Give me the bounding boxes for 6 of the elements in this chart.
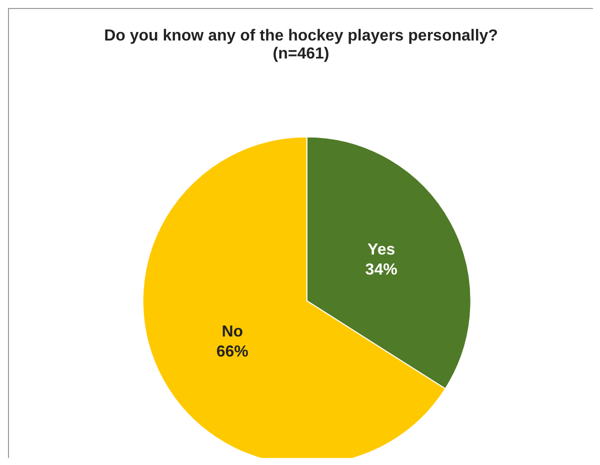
data-label: 66% [216,343,248,360]
slice-label: No [222,323,244,340]
slice-label: Yes [368,241,396,258]
data-label: 34% [365,261,398,278]
chart-subtitle: (n=461) [272,46,330,62]
chart-title: Do you know any of the hockey players personally? [104,28,498,44]
